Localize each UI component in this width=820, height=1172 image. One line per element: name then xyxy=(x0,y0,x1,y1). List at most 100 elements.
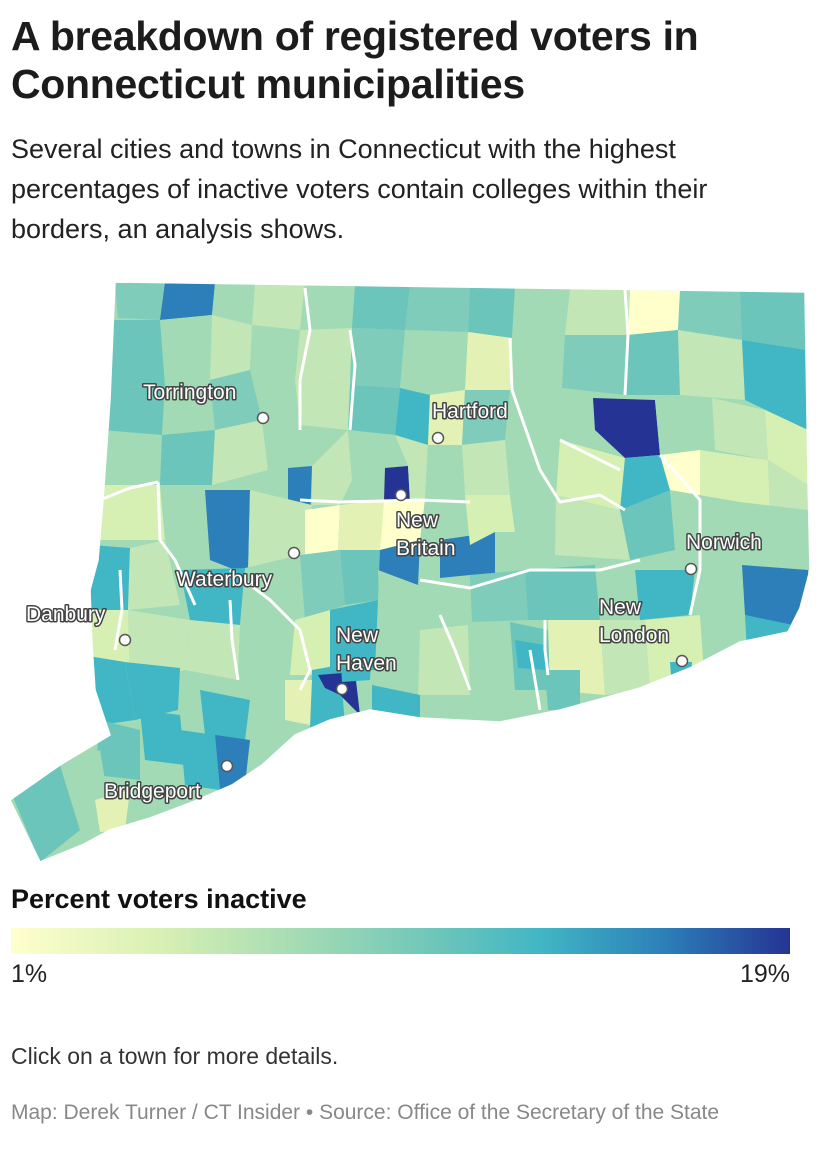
town-tile[interactable] xyxy=(82,655,135,725)
town-tile[interactable] xyxy=(210,315,252,380)
town-tile[interactable] xyxy=(212,420,268,485)
town-tile[interactable] xyxy=(180,730,220,790)
town-tile[interactable] xyxy=(160,485,210,560)
town-tile[interactable] xyxy=(338,500,384,550)
town-tile[interactable] xyxy=(400,330,468,390)
town-tile[interactable] xyxy=(420,495,470,545)
town-tile[interactable] xyxy=(378,570,420,630)
town-tile[interactable] xyxy=(340,550,380,605)
town-tile[interactable] xyxy=(90,545,130,610)
town-tile[interactable] xyxy=(215,735,250,790)
town-tile[interactable] xyxy=(340,648,372,682)
city-marker-new-haven[interactable] xyxy=(335,682,349,696)
city-marker-norwich[interactable] xyxy=(684,562,698,576)
town-tile[interactable] xyxy=(160,282,215,320)
town-tile[interactable] xyxy=(512,288,570,338)
town-tile[interactable] xyxy=(160,430,215,485)
town-tile[interactable] xyxy=(700,450,770,510)
town-tile[interactable] xyxy=(655,398,715,455)
town-tile[interactable] xyxy=(140,710,185,765)
town-tile[interactable] xyxy=(95,430,162,485)
connecticut-map[interactable]: Torrington Hartford New Britain Norwich … xyxy=(0,270,820,870)
town-tile[interactable] xyxy=(312,430,352,505)
town-tile[interactable] xyxy=(262,420,290,520)
town-mosaic[interactable] xyxy=(0,270,820,870)
town-tile[interactable] xyxy=(372,685,420,720)
town-tile[interactable] xyxy=(295,328,352,385)
town-tile[interactable] xyxy=(678,330,745,400)
town-tile[interactable] xyxy=(100,320,165,388)
town-tile[interactable] xyxy=(505,388,562,440)
town-tile[interactable] xyxy=(678,291,742,340)
town-tile[interactable] xyxy=(162,380,215,435)
town-tile[interactable] xyxy=(252,283,305,330)
town-tile[interactable] xyxy=(555,495,630,560)
town-tile[interactable] xyxy=(556,440,625,510)
town-tile[interactable] xyxy=(160,315,212,385)
town-tile[interactable] xyxy=(350,328,405,388)
town-tile[interactable] xyxy=(562,335,628,395)
town-tile[interactable] xyxy=(348,430,395,480)
town-tile[interactable] xyxy=(545,670,580,710)
town-tile[interactable] xyxy=(305,505,340,555)
town-tile[interactable] xyxy=(200,690,250,740)
town-tile[interactable] xyxy=(352,285,410,330)
town-tile[interactable] xyxy=(510,335,565,390)
town-tile[interactable] xyxy=(212,283,255,325)
town-tile[interactable] xyxy=(600,620,650,695)
town-tile[interactable] xyxy=(348,385,400,435)
town-tile[interactable] xyxy=(395,435,428,502)
town-tile[interactable] xyxy=(742,340,808,430)
town-tile[interactable] xyxy=(758,620,800,675)
town-tile[interactable] xyxy=(625,330,680,395)
town-tile[interactable] xyxy=(395,388,430,445)
town-tile[interactable] xyxy=(560,388,600,445)
town-tile[interactable] xyxy=(635,570,695,620)
town-tile[interactable] xyxy=(240,555,305,625)
city-marker-hartford[interactable] xyxy=(431,431,445,445)
town-tile[interactable] xyxy=(180,568,245,625)
town-tile[interactable] xyxy=(300,284,355,330)
town-tile[interactable] xyxy=(380,500,425,550)
town-tile[interactable] xyxy=(210,370,262,430)
town-tile[interactable] xyxy=(250,325,300,380)
town-tile[interactable] xyxy=(102,385,165,435)
town-tile[interactable] xyxy=(285,680,312,725)
town-tile[interactable] xyxy=(468,622,515,695)
town-tile[interactable] xyxy=(468,287,515,338)
town-tile[interactable] xyxy=(238,622,295,680)
town-tile[interactable] xyxy=(745,615,808,675)
town-tile[interactable] xyxy=(628,290,680,335)
town-tile[interactable] xyxy=(595,565,640,620)
town-tile[interactable] xyxy=(425,445,465,500)
town-tile[interactable] xyxy=(295,380,350,430)
town-tile[interactable] xyxy=(510,495,556,555)
town-tile[interactable] xyxy=(115,282,165,320)
town-tile[interactable] xyxy=(712,398,768,460)
city-marker-waterbury[interactable] xyxy=(287,546,301,560)
town-tile[interactable] xyxy=(420,575,472,630)
town-tile[interactable] xyxy=(300,550,345,620)
town-tile[interactable] xyxy=(95,485,165,540)
town-tile[interactable] xyxy=(462,440,510,495)
town-tile[interactable] xyxy=(465,332,512,390)
town-tile[interactable] xyxy=(375,625,420,700)
town-tile[interactable] xyxy=(405,286,470,332)
town-tile[interactable] xyxy=(205,490,250,575)
city-marker-bridgeport[interactable] xyxy=(220,759,234,773)
town-tile[interactable] xyxy=(440,532,495,582)
town-tile[interactable] xyxy=(128,540,180,610)
town-tile[interactable] xyxy=(740,502,808,570)
town-tile[interactable] xyxy=(670,490,742,565)
city-marker-torrington[interactable] xyxy=(256,411,270,425)
town-tile[interactable] xyxy=(250,370,300,425)
map-svg[interactable]: Torrington Hartford New Britain Norwich … xyxy=(0,270,820,870)
town-tile[interactable] xyxy=(128,610,190,680)
town-tile[interactable] xyxy=(462,390,510,445)
city-marker-new-london[interactable] xyxy=(675,654,689,668)
town-tile[interactable] xyxy=(565,289,630,335)
town-tile[interactable] xyxy=(765,410,808,485)
city-marker-danbury[interactable] xyxy=(118,633,132,647)
town-tile[interactable] xyxy=(525,565,600,620)
town-tile[interactable] xyxy=(290,610,330,675)
